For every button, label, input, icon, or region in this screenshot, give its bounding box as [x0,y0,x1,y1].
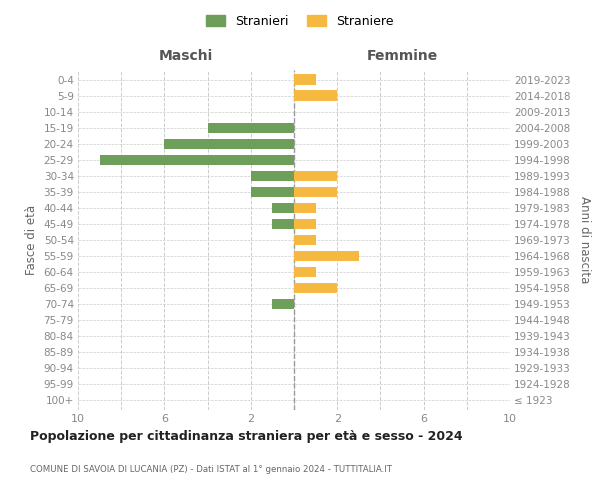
Bar [272,299,294,310]
Bar [294,186,337,197]
Bar [164,138,294,149]
Bar [294,267,316,278]
Bar [272,218,294,229]
Bar [294,235,316,245]
Bar [294,218,316,229]
Text: Femmine: Femmine [367,48,437,62]
Bar [251,170,294,181]
Bar [100,154,294,165]
Text: Maschi: Maschi [159,48,213,62]
Bar [208,122,294,133]
Bar [272,202,294,213]
Y-axis label: Anni di nascita: Anni di nascita [578,196,591,284]
Bar [294,202,316,213]
Bar [294,74,316,85]
Y-axis label: Fasce di età: Fasce di età [25,205,38,275]
Text: Popolazione per cittadinanza straniera per età e sesso - 2024: Popolazione per cittadinanza straniera p… [30,430,463,443]
Bar [294,170,337,181]
Bar [251,186,294,197]
Legend: Stranieri, Straniere: Stranieri, Straniere [203,11,397,32]
Bar [294,283,337,294]
Bar [294,251,359,261]
Bar [294,90,337,101]
Text: COMUNE DI SAVOIA DI LUCANIA (PZ) - Dati ISTAT al 1° gennaio 2024 - TUTTITALIA.IT: COMUNE DI SAVOIA DI LUCANIA (PZ) - Dati … [30,465,392,474]
